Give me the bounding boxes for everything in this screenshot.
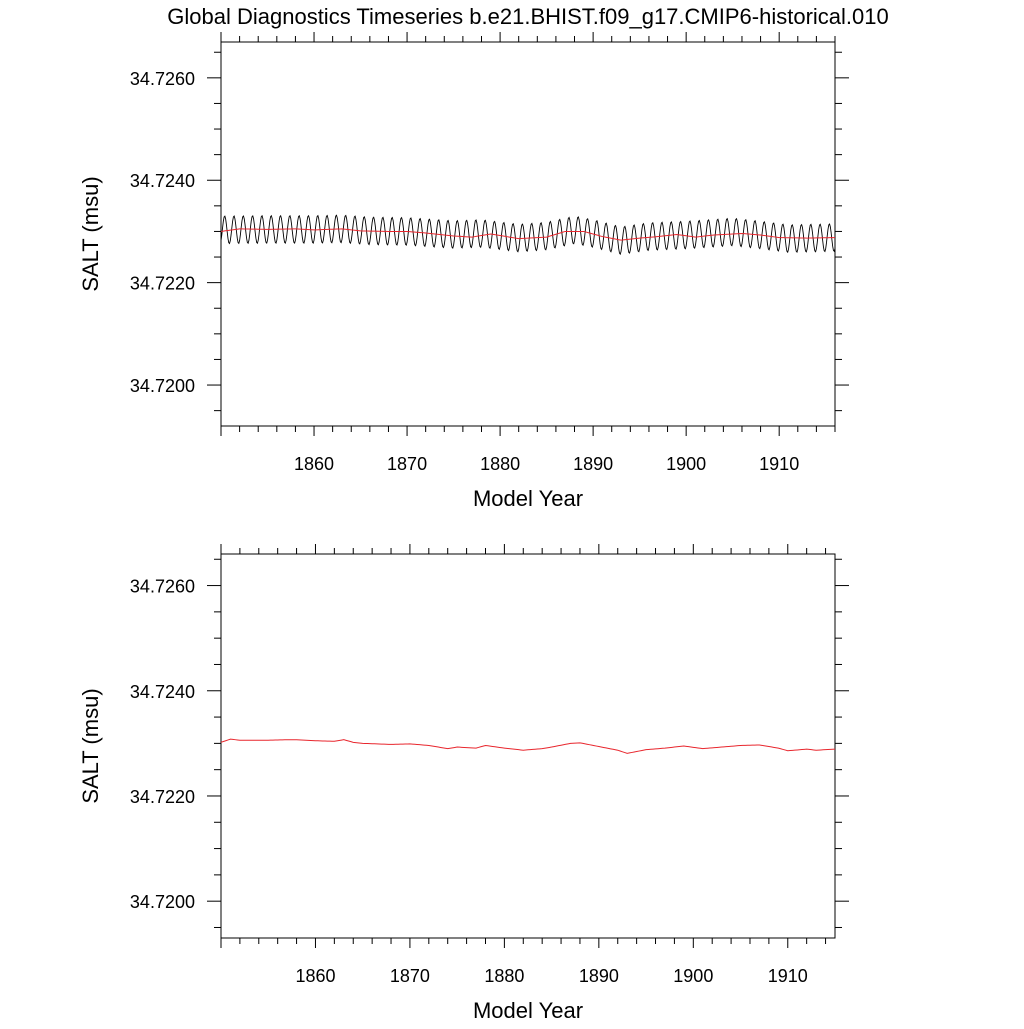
x-tick-label: 1900	[666, 454, 706, 474]
y-tick-label: 34.7220	[130, 787, 195, 807]
y-tick-label: 34.7240	[130, 171, 195, 191]
x-tick-label: 1860	[295, 966, 335, 986]
y-tick-label: 34.7220	[130, 274, 195, 294]
y-tick-label: 34.7260	[130, 69, 195, 89]
y-tick-label: 34.7260	[130, 577, 195, 597]
x-tick-label: 1860	[294, 454, 334, 474]
x-tick-label: 1870	[387, 454, 427, 474]
bottom-x-axis-label: Model Year	[473, 998, 583, 1023]
x-tick-label: 1890	[579, 966, 619, 986]
bottom-y-axis-label: SALT (msu)	[78, 688, 103, 803]
top-x-axis-label: Model Year	[473, 486, 583, 511]
y-tick-label: 34.7200	[130, 376, 195, 396]
bottom-y-tick-labels: 34.7200 34.7220 34.7240 34.7260	[130, 577, 195, 913]
top-y-axis-label: SALT (msu)	[78, 176, 103, 291]
annual-mean-series-line	[220, 228, 836, 241]
monthly-series-line	[220, 214, 836, 256]
x-tick-label: 1880	[480, 454, 520, 474]
top-y-tick-labels: 34.7200 34.7220 34.7240 34.7260	[130, 69, 195, 396]
top-series	[220, 214, 836, 256]
bottom-x-tick-labels: 1860 1870 1880 1890 1900 1910	[295, 966, 807, 986]
x-tick-label: 1910	[759, 454, 799, 474]
bottom-series	[220, 738, 836, 754]
top-panel: 1860 1870 1880 1890 1900 1910 34.720034.72203…	[78, 32, 849, 511]
top-plot-frame	[220, 41, 836, 427]
x-tick-label: 1900	[673, 966, 713, 986]
x-tick-label: 1870	[390, 966, 430, 986]
top-axis-ticks	[207, 32, 849, 436]
figure-title: Global Diagnostics Timeseries b.e21.BHIS…	[167, 4, 888, 29]
y-tick-label: 34.7240	[130, 682, 195, 702]
y-tick-label: 34.7200	[130, 892, 195, 912]
bottom-plot-frame	[220, 553, 836, 939]
bottom-axis-ticks	[207, 544, 849, 948]
bottom-panel: 1860 1870 1880 1890 1900 1910 34.720034.72203…	[78, 544, 849, 1023]
x-tick-label: 1890	[573, 454, 613, 474]
annual-mean-series-line	[220, 738, 836, 754]
x-tick-label: 1910	[768, 966, 808, 986]
top-x-tick-labels: 1860 1870 1880 1890 1900 1910	[294, 454, 799, 474]
x-tick-label: 1880	[484, 966, 524, 986]
